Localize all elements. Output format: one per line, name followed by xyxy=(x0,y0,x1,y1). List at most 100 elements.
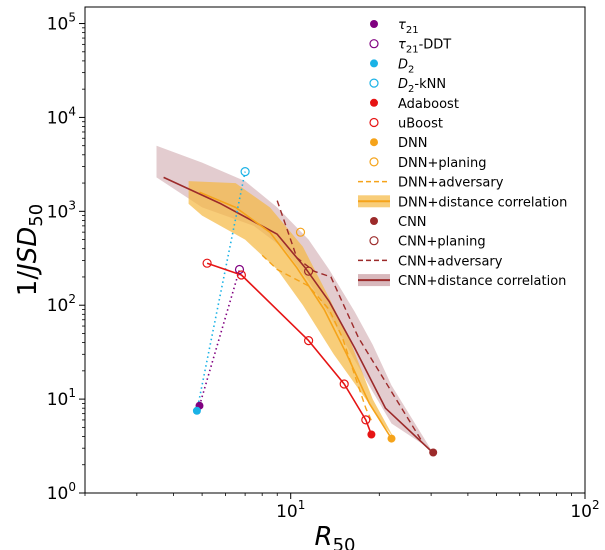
d2-point-0 xyxy=(192,406,201,415)
dnn-point-0 xyxy=(387,434,396,443)
legend-label-text: CNN+planing xyxy=(398,235,486,250)
y-axis-label-sub: 50 xyxy=(26,204,47,227)
x-tick-label-base: 10 xyxy=(570,502,592,522)
legend-label-sub: 2 xyxy=(408,84,414,95)
legend-marker xyxy=(369,236,379,246)
legend-marker xyxy=(370,20,378,28)
y-tick-label-exp: 3 xyxy=(68,198,76,212)
x-axis-label: R50 xyxy=(315,522,356,550)
legend-label: CNN+adversary xyxy=(398,254,503,269)
cnn_planing-point-0 xyxy=(304,266,314,276)
uboost-point-0 xyxy=(202,258,212,268)
legend-label: τ21 xyxy=(398,18,419,36)
x-axis: 101 102 xyxy=(84,493,600,522)
legend-label-sub: 21 xyxy=(406,45,419,56)
legend-label-text: CNN+distance correlation xyxy=(398,274,566,289)
legend-marker xyxy=(370,59,378,68)
legend-item-d2_knn: D2-kNN xyxy=(369,77,446,95)
tau21_ddt-line xyxy=(198,269,241,406)
legend-label-base: D xyxy=(398,57,408,72)
x-tick-label: 101 xyxy=(276,498,305,522)
y-axis-label-base: JSD xyxy=(13,227,43,276)
d2_knn-point-0 xyxy=(240,167,250,177)
legend-item-tau21_ddt: τ21-DDT xyxy=(369,38,451,56)
dnn_planing-point-0 xyxy=(295,227,306,237)
d2_knn-line xyxy=(196,171,246,411)
legend-label: DNN+planing xyxy=(398,156,487,171)
x-tick-label-exp: 1 xyxy=(298,498,306,512)
legend: τ21τ21-DDTD2D2-kNNAdaboostuBoostDNNDNN+p… xyxy=(358,18,567,289)
legend-label-sub: 21 xyxy=(406,25,419,36)
legend-label-text: CNN+adversary xyxy=(398,254,503,269)
legend-label-base: D xyxy=(398,77,408,92)
legend-label-base: τ xyxy=(398,38,406,53)
legend-label: τ21-DDT xyxy=(398,38,451,56)
adaboost-point-0 xyxy=(367,430,376,439)
legend-label: D2-kNN xyxy=(398,77,446,95)
legend-label: DNN+distance correlation xyxy=(398,195,567,210)
y-axis-label-prefix: 1/ xyxy=(13,271,43,297)
uboost-point-2 xyxy=(304,336,314,346)
tau21_ddt-point-0 xyxy=(234,264,245,275)
uboost-point-3 xyxy=(339,379,349,389)
y-tick-label: 100 xyxy=(47,480,76,504)
legend-item-tau21: τ21 xyxy=(370,18,419,36)
legend-label: CNN+distance correlation xyxy=(398,274,566,289)
legend-item-dnn_distcorr: DNN+distance correlation xyxy=(358,195,567,210)
legend-item-adaboost: Adaboost xyxy=(370,97,459,112)
legend-label-text: DNN+planing xyxy=(398,156,487,171)
x-axis-label-sub: 50 xyxy=(333,535,356,550)
legend-label-text: DNN+adversary xyxy=(398,176,504,191)
dnn_adversary-line xyxy=(261,254,374,424)
plot-frame xyxy=(84,6,586,494)
plot-area xyxy=(156,145,438,457)
y-axis-label: 1/JSD50 xyxy=(13,204,47,296)
dnn_distcorr-line xyxy=(199,191,393,440)
x-tick-label-exp: 2 xyxy=(592,498,600,512)
legend-marker xyxy=(370,217,378,225)
y-tick-label-base: 10 xyxy=(47,15,69,35)
x-axis-label-base: R xyxy=(315,522,333,550)
legend-marker xyxy=(370,138,378,147)
legend-marker xyxy=(369,39,379,49)
legend-label-text: Adaboost xyxy=(398,97,459,112)
legend-item-uboost: uBoost xyxy=(369,117,443,132)
legend-label-base: τ xyxy=(398,18,406,33)
x-tick-label: 102 xyxy=(570,498,599,522)
legend-marker xyxy=(369,117,379,128)
legend-item-cnn_planing: CNN+planing xyxy=(369,235,486,250)
y-tick-label-base: 10 xyxy=(47,108,69,128)
legend-label-text: CNN xyxy=(398,215,427,230)
legend-label-text: uBoost xyxy=(398,117,443,132)
legend-label-suffix: -DDT xyxy=(419,38,452,53)
legend-label: CNN xyxy=(398,215,427,230)
uboost-point-1 xyxy=(236,270,246,280)
legend-label-sub: 2 xyxy=(408,64,414,75)
legend-marker xyxy=(370,98,378,107)
legend-label: CNN+planing xyxy=(398,235,486,250)
y-tick-label-exp: 5 xyxy=(68,11,76,25)
y-tick-label-exp: 0 xyxy=(68,480,76,494)
cnn_adversary-line xyxy=(276,200,423,443)
y-tick-label: 103 xyxy=(47,198,76,222)
legend-label: Adaboost xyxy=(398,97,459,112)
legend-label: DNN xyxy=(398,136,427,151)
legend-item-dnn_planing: DNN+planing xyxy=(369,156,487,171)
y-tick-label-base: 10 xyxy=(47,390,69,410)
y-tick-label: 102 xyxy=(47,292,76,316)
y-tick-label-base: 10 xyxy=(47,296,69,316)
legend-item-cnn_distcorr: CNN+distance correlation xyxy=(358,274,566,289)
y-tick-label: 105 xyxy=(47,11,76,35)
y-tick-label-exp: 1 xyxy=(68,386,76,400)
uboost-line xyxy=(206,262,373,435)
legend-item-dnn: DNN xyxy=(370,136,427,151)
cnn-point-0 xyxy=(429,448,438,457)
legend-item-cnn_adversary: CNN+adversary xyxy=(358,254,503,269)
y-tick-label-exp: 2 xyxy=(68,292,76,306)
y-tick-label-base: 10 xyxy=(47,484,69,504)
legend-item-d2: D2 xyxy=(370,57,414,75)
dnn_distcorr_band xyxy=(188,181,395,439)
y-tick-label-exp: 4 xyxy=(68,104,76,118)
